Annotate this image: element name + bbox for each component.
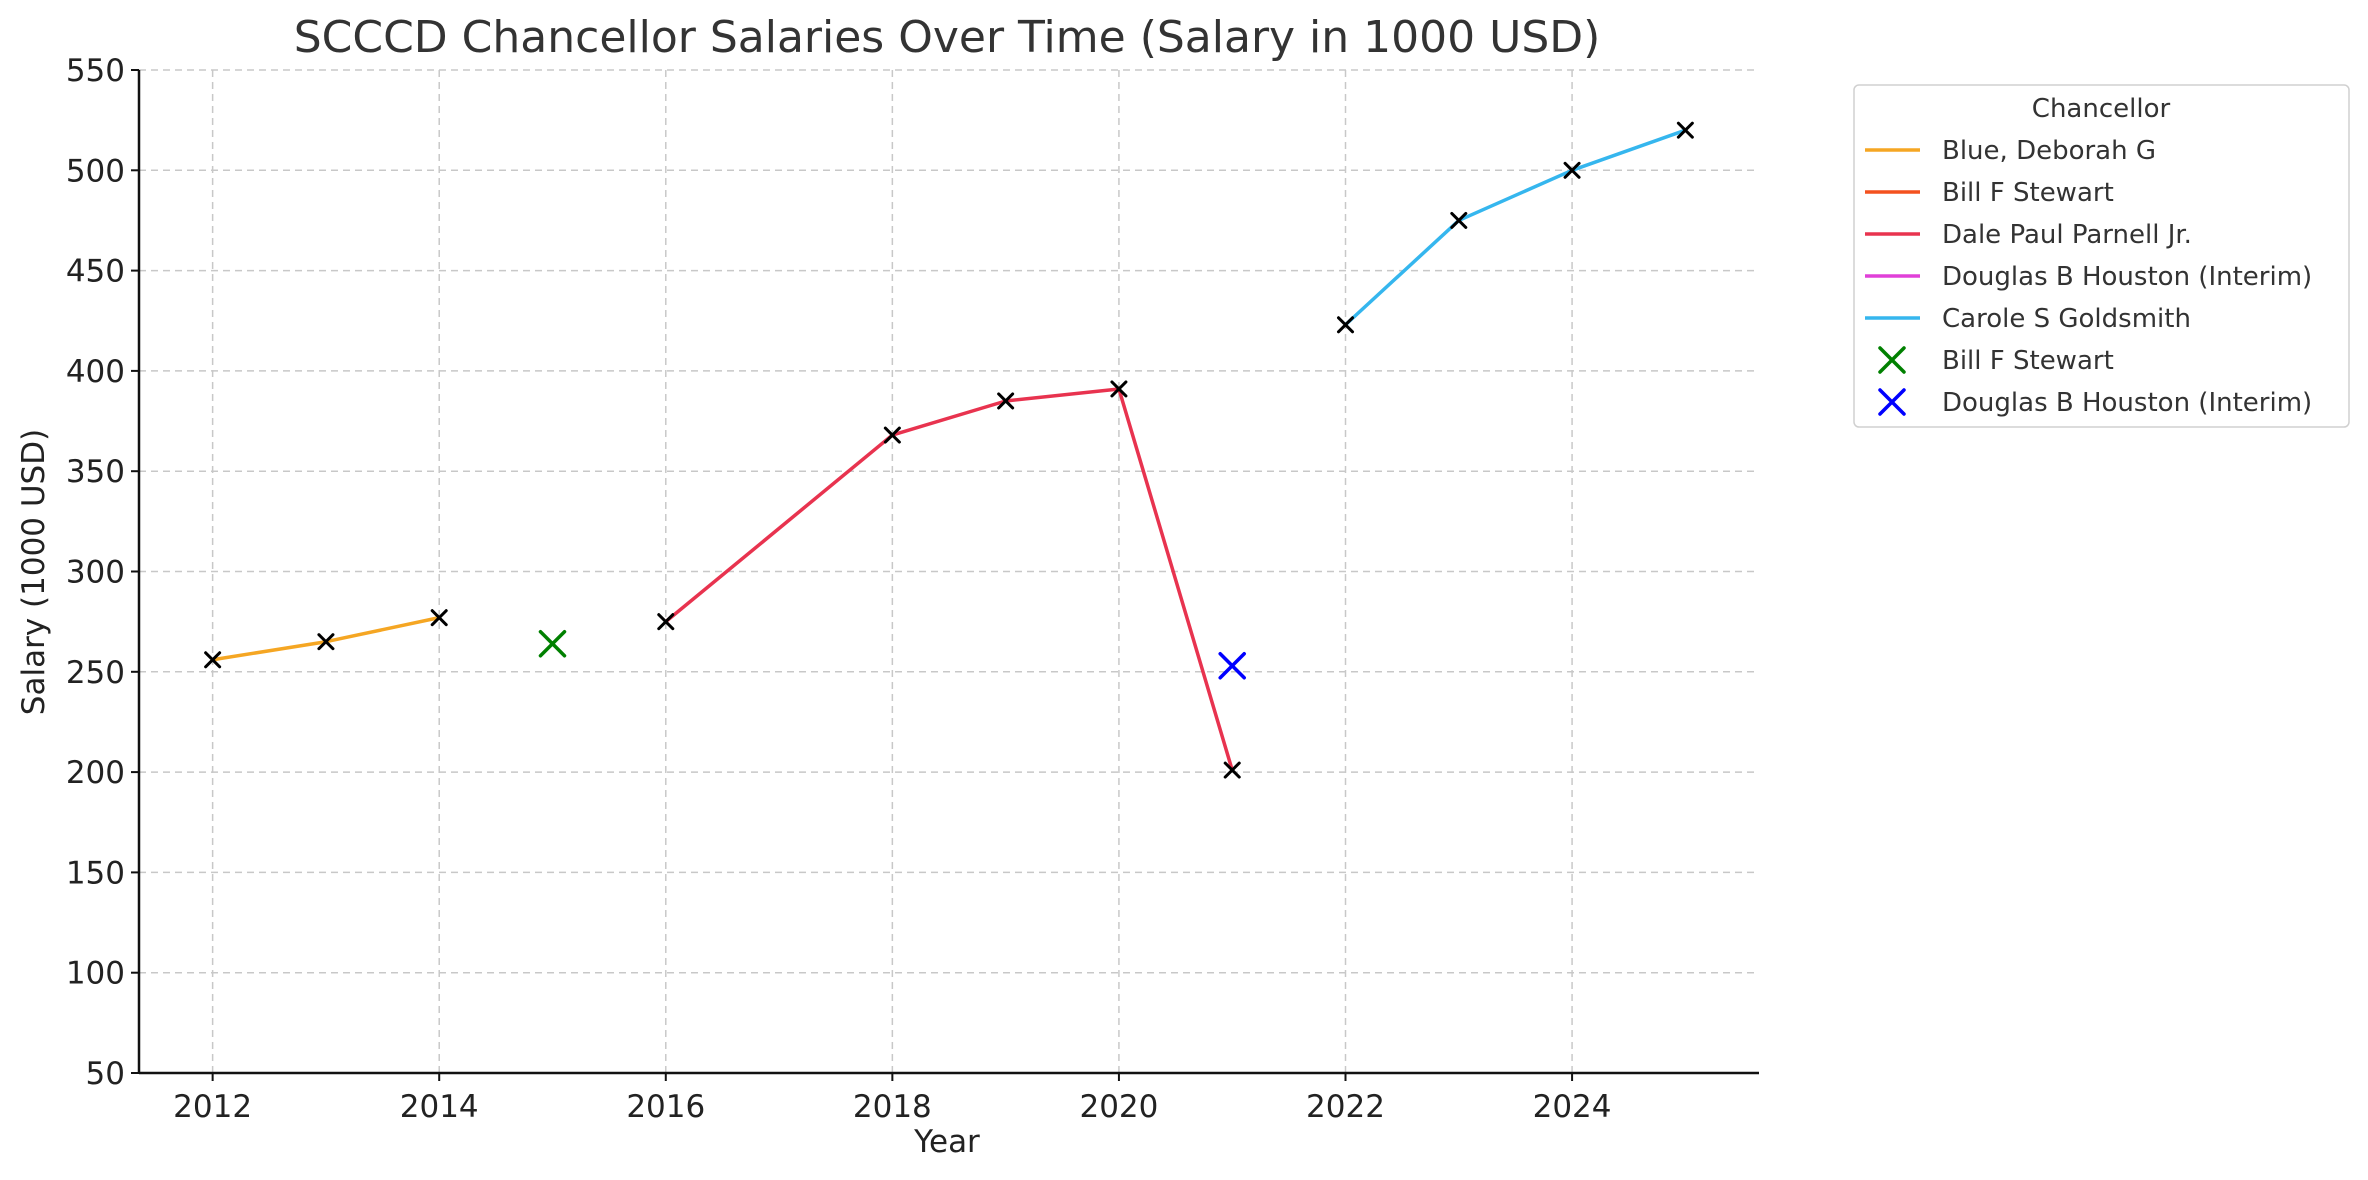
grid <box>139 69 1759 1073</box>
data-point-marker <box>1337 316 1355 334</box>
legend-marker-swatch <box>1878 388 1906 416</box>
data-point-marker-stroke-b <box>1563 161 1581 179</box>
data-point-marker <box>430 609 448 627</box>
legend-items: Blue, Deborah G Bill F Stewart Dale Paul P… <box>1865 136 2312 418</box>
legend-label: Blue, Deborah G <box>1942 136 2156 166</box>
legend-marker-swatch-stroke-b <box>1878 346 1906 374</box>
scatter-point-marker-stroke-b <box>1218 652 1246 680</box>
x-tick-label: 2024 <box>1533 1089 1612 1125</box>
data-point-marker <box>657 613 675 631</box>
chart-title: SCCCD Chancellor Salaries Over Time (Sal… <box>294 12 1601 63</box>
legend-label: Dale Paul Parnell Jr. <box>1942 220 2192 250</box>
y-tick-label: 250 <box>66 655 125 691</box>
data-point-marker-stroke-b <box>317 633 335 651</box>
data-point-marker <box>997 392 1015 410</box>
legend-label: Douglas B Houston (Interim) <box>1942 262 2312 292</box>
x-tick-label: 2014 <box>400 1089 479 1125</box>
data-point-marker <box>1563 161 1581 179</box>
series-line <box>212 615 440 662</box>
data-point-marker <box>1223 761 1241 779</box>
x-tick-label: 2016 <box>626 1089 705 1125</box>
y-tick-label: 500 <box>66 153 125 189</box>
x-tick-label: 2020 <box>1079 1089 1158 1125</box>
series-line <box>664 387 1234 771</box>
data-point-marker <box>1110 380 1128 398</box>
data-point-marker-stroke-b <box>883 426 901 444</box>
data-point-marker-stroke-b <box>1337 316 1355 334</box>
data-point-marker-stroke-b <box>1110 380 1128 398</box>
scatter-point-marker-stroke-b <box>538 629 567 658</box>
y-tick-label: 350 <box>66 454 125 490</box>
data-point-marker <box>317 633 335 651</box>
data-point-marker-stroke-b <box>997 392 1015 410</box>
legend-label: Bill F Stewart <box>1942 346 2114 376</box>
legend-marker-swatch-stroke-b <box>1878 388 1906 416</box>
data-point-marker <box>883 426 901 444</box>
legend: Chancellor Blue, Deborah G Bill F Stewart… <box>1853 84 2350 428</box>
data-point-marker <box>1676 121 1694 139</box>
y-tick-label: 150 <box>66 855 125 891</box>
y-axis-label: Salary (1000 USD) <box>16 429 52 715</box>
y-tick-label: 100 <box>66 956 125 992</box>
data-point-marker-stroke-b <box>430 609 448 627</box>
y-tick-label: 400 <box>66 354 125 390</box>
y-tick-label: 550 <box>66 53 125 89</box>
scatter-point-marker <box>538 629 567 658</box>
x-axis-label: Year <box>913 1124 980 1160</box>
data-point-marker-stroke-b <box>657 613 675 631</box>
series-line <box>1344 128 1686 327</box>
legend-marker-swatch <box>1878 346 1906 374</box>
y-tick-label: 300 <box>66 555 125 591</box>
y-tick-label: 50 <box>86 1056 125 1092</box>
legend-label: Douglas B Houston (Interim) <box>1942 388 2312 418</box>
legend-title: Chancellor <box>2032 94 2171 124</box>
data-point-marker <box>1450 211 1468 229</box>
data-point-marker-stroke-b <box>1223 761 1241 779</box>
x-tick-label: 2022 <box>1306 1089 1385 1125</box>
legend-label: Bill F Stewart <box>1942 178 2114 208</box>
ticks: 50 100 150 200 250 300 350 400 450 500 550 2012 2014… <box>66 53 1612 1125</box>
data-point-marker-stroke-b <box>1450 211 1468 229</box>
data-point-marker <box>204 651 222 669</box>
y-tick-label: 200 <box>66 755 125 791</box>
x-tick-label: 2012 <box>173 1089 252 1125</box>
x-tick-label: 2018 <box>853 1089 932 1125</box>
data-point-marker-stroke-b <box>1676 121 1694 139</box>
legend-box <box>1853 84 2350 428</box>
series-layer <box>204 121 1694 779</box>
legend-label: Carole S Goldsmith <box>1942 304 2191 334</box>
y-tick-label: 450 <box>66 254 125 290</box>
scatter-point-marker <box>1218 652 1246 680</box>
data-point-marker-stroke-b <box>204 651 222 669</box>
